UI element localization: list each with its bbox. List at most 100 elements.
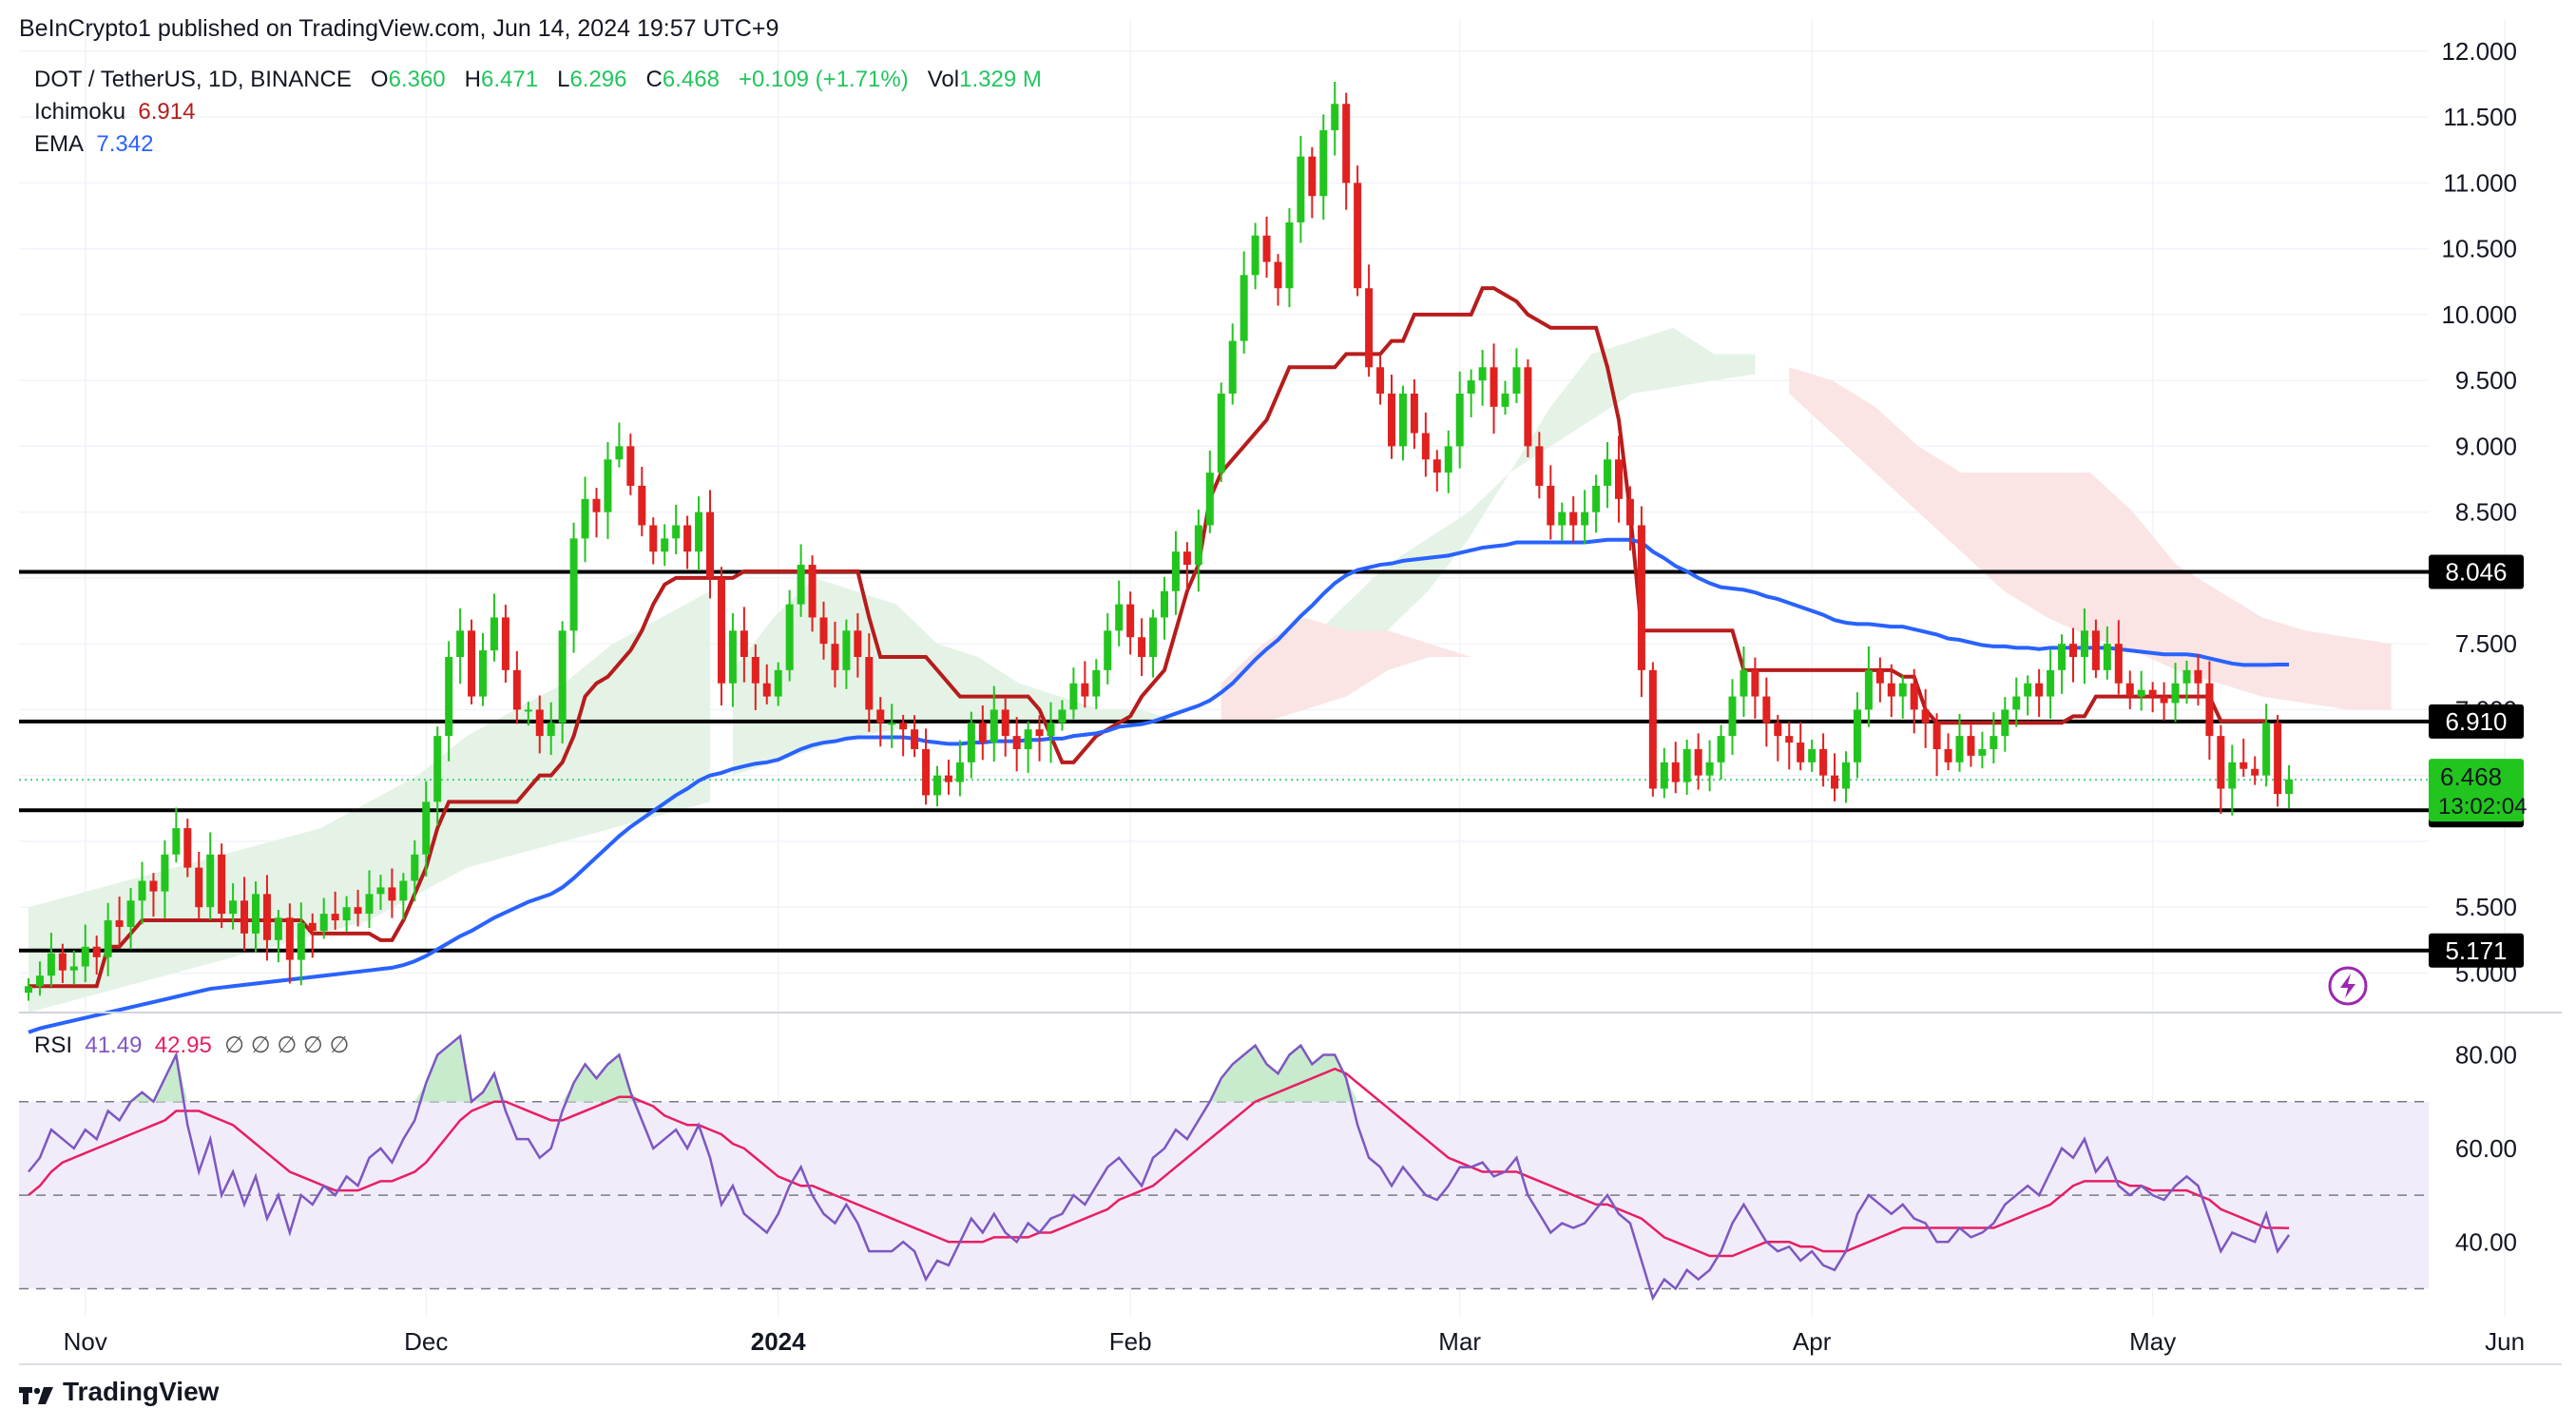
candle-body[interactable] — [1024, 729, 1032, 749]
candle-body[interactable] — [1388, 393, 1395, 447]
candle-body[interactable] — [1467, 380, 1475, 394]
candle-body[interactable] — [1762, 696, 1771, 724]
candle-body[interactable] — [592, 498, 601, 512]
candle-body[interactable] — [240, 900, 249, 934]
candle-body[interactable] — [1705, 762, 1714, 776]
candle-body[interactable] — [195, 867, 203, 908]
candle-body[interactable] — [1887, 683, 1895, 697]
candle-body[interactable] — [138, 880, 146, 901]
candle-body[interactable] — [1410, 393, 1418, 434]
candle-body[interactable] — [819, 617, 828, 645]
candle-body[interactable] — [1819, 748, 1828, 776]
candle-body[interactable] — [1910, 683, 1918, 710]
candle-body[interactable] — [104, 920, 112, 957]
candle-body[interactable] — [1694, 748, 1702, 776]
candle-body[interactable] — [1081, 683, 1089, 697]
candle-body[interactable] — [524, 709, 532, 712]
candle-body[interactable] — [1455, 393, 1464, 447]
candle-body[interactable] — [456, 630, 465, 658]
candle-body[interactable] — [706, 511, 714, 578]
candle-body[interactable] — [1171, 551, 1180, 591]
ema-line[interactable] — [28, 537, 2290, 1034]
candle-body[interactable] — [376, 887, 385, 895]
candle-body[interactable] — [911, 729, 919, 749]
candle-body[interactable] — [1126, 604, 1135, 638]
candle-body[interactable] — [1660, 762, 1668, 789]
candle-body[interactable] — [1444, 446, 1452, 473]
candle-body[interactable] — [717, 577, 725, 684]
ichimoku-legend[interactable]: Ichimoku 6.914 — [34, 99, 195, 125]
candle-body[interactable] — [751, 657, 759, 684]
candle-body[interactable] — [2240, 762, 2248, 769]
candle-body[interactable] — [69, 966, 78, 971]
candle-body[interactable] — [1558, 511, 1567, 526]
candle-body[interactable] — [1035, 729, 1044, 737]
candle-body[interactable] — [2103, 644, 2111, 670]
candle-body[interactable] — [1149, 617, 1158, 658]
candle-body[interactable] — [944, 775, 952, 782]
ichimoku-baseline[interactable] — [29, 286, 2267, 989]
candle-body[interactable] — [933, 775, 941, 796]
candle-body[interactable] — [1012, 736, 1021, 749]
candle-body[interactable] — [1535, 446, 1544, 486]
candle-body[interactable] — [58, 953, 67, 971]
rsi-ma-line[interactable] — [28, 1067, 2290, 1258]
candle-body[interactable] — [1932, 723, 1941, 749]
candle-body[interactable] — [1251, 235, 1259, 276]
candle-body[interactable] — [1592, 485, 1601, 512]
candle-body[interactable] — [1069, 683, 1078, 710]
candle-body[interactable] — [1615, 459, 1623, 499]
candle-body[interactable] — [1115, 604, 1124, 631]
candle-body[interactable] — [1853, 709, 1861, 762]
candle-body[interactable] — [1604, 459, 1612, 486]
candle-body[interactable] — [1331, 104, 1339, 130]
candle-body[interactable] — [2047, 669, 2055, 697]
candle-body[interactable] — [1058, 709, 1067, 724]
candle-body[interactable] — [479, 650, 487, 697]
candle-body[interactable] — [1797, 743, 1805, 762]
candle-body[interactable] — [876, 709, 885, 724]
candle-body[interactable] — [2035, 683, 2044, 697]
candle-body[interactable] — [47, 953, 55, 976]
candle-body[interactable] — [512, 669, 521, 710]
candle-body[interactable] — [161, 854, 169, 892]
candle-body[interactable] — [342, 907, 351, 921]
candle-body[interactable] — [2228, 762, 2237, 789]
candle-body[interactable] — [1955, 736, 1964, 762]
candle-body[interactable] — [25, 986, 32, 994]
candle-body[interactable] — [399, 880, 408, 901]
candle-body[interactable] — [262, 894, 271, 940]
candle-body[interactable] — [762, 683, 771, 697]
candle-body[interactable] — [808, 565, 817, 618]
candle-body[interactable] — [2160, 696, 2168, 704]
candle-body[interactable] — [1978, 748, 1987, 756]
candle-body[interactable] — [92, 946, 101, 957]
candle-body[interactable] — [955, 762, 964, 782]
candle-body[interactable] — [1785, 736, 1794, 743]
candle-body[interactable] — [35, 975, 44, 987]
candle-body[interactable] — [1717, 736, 1725, 762]
candle-body[interactable] — [2125, 683, 2134, 697]
candle-body[interactable] — [1637, 525, 1645, 670]
candle-body[interactable] — [649, 525, 658, 552]
candle-body[interactable] — [728, 630, 737, 684]
candle-body[interactable] — [468, 630, 476, 697]
candle-body[interactable] — [638, 485, 646, 526]
candle-body[interactable] — [274, 917, 282, 940]
candle-body[interactable] — [2001, 709, 2009, 737]
candle-body[interactable] — [149, 880, 158, 892]
candle-body[interactable] — [2205, 683, 2214, 737]
candle-body[interactable] — [1990, 736, 1998, 749]
tradingview-brand[interactable]: TradingView — [19, 1377, 219, 1407]
candle-body[interactable] — [1671, 762, 1680, 782]
candle-body[interactable] — [2171, 683, 2180, 704]
candle-body[interactable] — [1285, 222, 1294, 289]
candle-body[interactable] — [2182, 669, 2191, 684]
candle-body[interactable] — [615, 446, 624, 460]
candle-body[interactable] — [445, 657, 453, 737]
candle-body[interactable] — [865, 657, 874, 710]
candle-body[interactable] — [1944, 748, 1952, 762]
candle-body[interactable] — [1354, 183, 1362, 289]
candle-body[interactable] — [683, 525, 692, 552]
candle-body[interactable] — [1501, 393, 1509, 407]
